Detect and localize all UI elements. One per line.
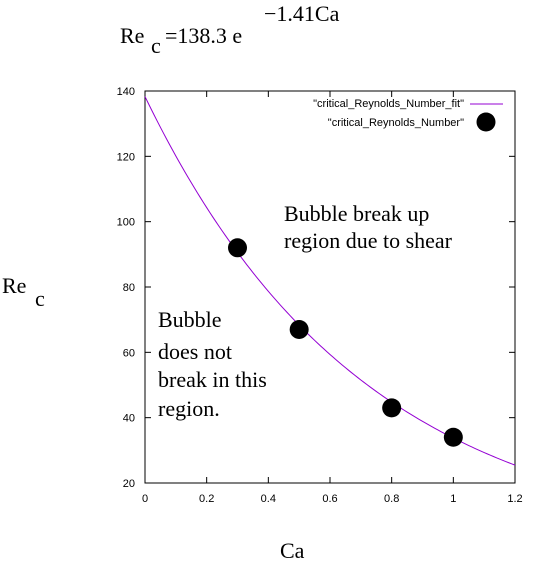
title-subscript: c	[151, 33, 161, 58]
annotation-upper-line-1: Bubble break up	[284, 201, 429, 226]
y-tick-label: 100	[117, 217, 135, 229]
y-axis-label: Re c	[2, 273, 45, 311]
y-tick-label: 140	[117, 86, 135, 98]
legend-swatch-points	[476, 112, 496, 132]
y-tick-label: 40	[123, 413, 135, 425]
data-point	[228, 238, 247, 258]
legend: "critical_Reynolds_Number_fit" "critical…	[313, 98, 503, 132]
axis-ticks: 0 0.2 0.4 0.6 0.8 1 1.2 20 40 60 80 100 120 140	[117, 86, 523, 505]
x-tick-label: 0.2	[199, 493, 214, 505]
y-tick-label: 80	[123, 282, 135, 294]
title-base: Re	[120, 23, 144, 48]
data-points-layer	[228, 238, 463, 447]
legend-label-fit: "critical_Reynolds_Number_fit"	[313, 98, 464, 110]
x-tick-label: 1.2	[507, 493, 522, 505]
x-tick-label: 0.6	[322, 493, 337, 505]
y-tick-label: 60	[123, 347, 135, 359]
x-tick-label: 1	[450, 493, 456, 505]
annotation-lower-line-2: does not	[158, 339, 232, 364]
data-point	[443, 427, 463, 447]
data-point	[289, 319, 309, 339]
data-point	[382, 398, 402, 418]
annotation-lower-line-4: region.	[158, 396, 220, 421]
y-axis-label-subscript: c	[35, 286, 45, 311]
legend-label-points: "critical_Reynolds_Number"	[328, 117, 464, 129]
y-tick-label: 20	[123, 478, 135, 490]
chart-title: Re c =138.3 e −1.41Ca	[120, 1, 340, 58]
x-tick-label: 0	[142, 493, 148, 505]
annotation-upper-line-2: region due to shear	[284, 228, 453, 253]
y-axis-label-base: Re	[2, 273, 26, 298]
y-tick-label: 120	[117, 151, 135, 163]
annotations: Bubble break up region due to shear Bubb…	[158, 201, 453, 421]
plot-frame	[144, 90, 516, 484]
x-axis-label: Ca	[280, 538, 305, 561]
x-tick-label: 0.8	[384, 493, 399, 505]
title-equation: =138.3 e	[165, 23, 242, 48]
title-exponent: −1.41Ca	[264, 1, 340, 26]
annotation-lower-line-3: break in this	[158, 367, 267, 392]
annotation-lower-line-1: Bubble	[158, 307, 222, 332]
x-tick-label: 0.4	[261, 493, 276, 505]
